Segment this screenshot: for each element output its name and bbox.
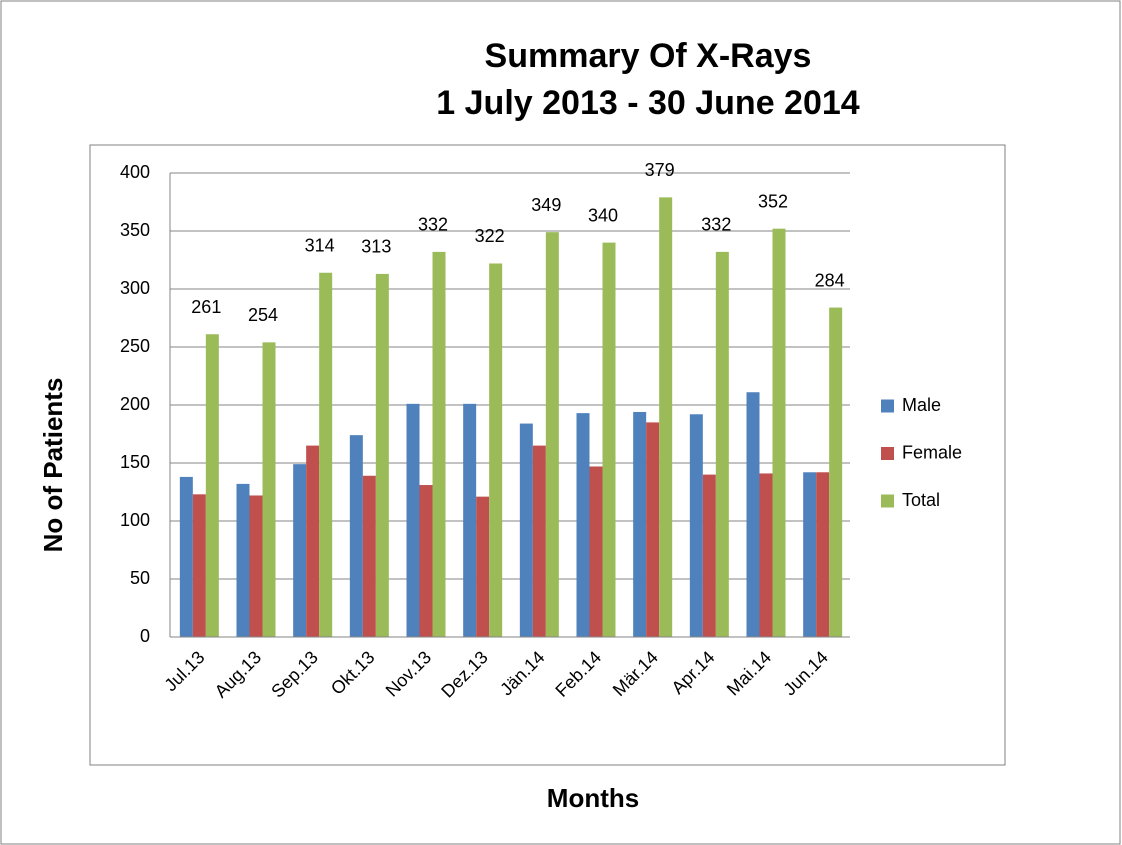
y-tick-label: 50	[130, 568, 150, 588]
chart-subtitle: 1 July 2013 - 30 June 2014	[436, 84, 859, 122]
bar	[829, 307, 843, 637]
bar	[602, 242, 616, 637]
y-tick-label: 150	[120, 452, 150, 472]
bar	[759, 473, 773, 637]
x-axis-title: Months	[547, 783, 639, 813]
y-tick-label: 100	[120, 510, 150, 530]
chart-title: Summary Of X-Rays	[485, 37, 812, 75]
bar	[476, 496, 490, 637]
bar	[192, 494, 206, 637]
bar	[702, 474, 716, 637]
bar	[746, 392, 760, 637]
bar	[659, 197, 673, 638]
bar	[576, 413, 590, 637]
data-label: 379	[645, 160, 675, 180]
data-label: 352	[758, 191, 788, 211]
bar	[589, 466, 603, 637]
legend-swatch	[881, 447, 894, 460]
bar	[306, 445, 320, 637]
bar	[463, 403, 477, 637]
bar	[362, 475, 376, 637]
y-tick-label: 350	[120, 220, 150, 240]
bar	[406, 403, 420, 637]
data-label: 254	[248, 305, 278, 325]
y-axis-title: No of Patients	[38, 378, 68, 553]
bar	[419, 485, 433, 637]
bar	[349, 435, 363, 637]
bar	[532, 445, 546, 637]
bar	[179, 476, 193, 637]
bar	[293, 464, 307, 637]
data-label: 261	[191, 297, 221, 317]
data-label: 314	[305, 236, 335, 256]
data-label: 332	[418, 215, 448, 235]
bar	[489, 263, 503, 637]
legend-swatch	[881, 494, 894, 508]
data-label: 332	[701, 215, 731, 235]
plot-border	[89, 144, 1006, 766]
bar	[262, 342, 276, 637]
y-tick-label: 0	[140, 626, 150, 646]
bar	[633, 411, 647, 637]
y-tick-label: 200	[120, 394, 150, 414]
legend-swatch	[881, 399, 894, 413]
bar	[249, 495, 263, 637]
bar	[715, 251, 729, 637]
bar	[319, 272, 333, 637]
bar	[205, 334, 219, 637]
bar	[772, 228, 786, 637]
bar	[432, 251, 446, 637]
y-tick-label: 400	[120, 162, 150, 182]
bar	[236, 483, 250, 637]
bar	[646, 422, 660, 637]
legend-label: Total	[902, 490, 940, 510]
bar	[803, 472, 817, 637]
bar	[519, 423, 533, 637]
data-label: 340	[588, 205, 618, 225]
bar	[816, 472, 830, 637]
bar	[375, 273, 389, 637]
data-label: 284	[815, 270, 845, 290]
legend-label: Male	[902, 395, 941, 415]
y-tick-label: 300	[120, 278, 150, 298]
data-label: 349	[531, 195, 561, 215]
bar	[545, 232, 559, 637]
legend-label: Female	[902, 442, 962, 462]
data-label: 322	[475, 226, 505, 246]
data-label: 313	[361, 237, 391, 257]
bar	[689, 414, 703, 637]
y-tick-label: 250	[120, 336, 150, 356]
